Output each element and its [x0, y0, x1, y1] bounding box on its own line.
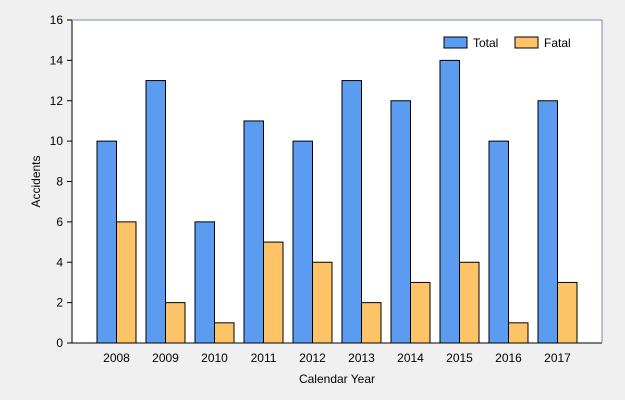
y-axis-title: Accidents [29, 155, 43, 207]
bars-layer [96, 59, 578, 344]
x-tick-label-2014: 2014 [397, 351, 424, 365]
x-tick-label-2016: 2016 [495, 351, 522, 365]
x-tick-label-2008: 2008 [103, 351, 130, 365]
bar-fatal-2014 [410, 281, 431, 344]
bar-fatal-2015 [459, 261, 480, 344]
legend-swatch-fatal [514, 36, 539, 49]
bar-fatal-2017 [557, 281, 578, 344]
bar-fatal-2012 [312, 261, 333, 344]
y-tick-label-16: 16 [50, 13, 64, 27]
axes-layer: 0 2 4 6 8 10 12 14 16 2008 2009 2010 2011 2012 2013 201… [50, 13, 603, 365]
y-tick-label-12: 12 [50, 94, 64, 108]
x-tick-label-2009: 2009 [152, 351, 179, 365]
y-tick-label-14: 14 [50, 53, 64, 67]
x-axis-title: Calendar Year [299, 372, 375, 386]
x-tick-label-2011: 2011 [251, 351, 277, 365]
y-tick-label-0: 0 [56, 336, 63, 350]
legend-label-total: Total [473, 36, 498, 50]
bar-total-2011 [243, 120, 264, 344]
bar-fatal-2016 [508, 322, 529, 344]
bar-total-2014 [390, 100, 411, 344]
bar-fatal-2008 [116, 221, 137, 344]
y-tick-label-4: 4 [56, 255, 63, 269]
y-tick-label-10: 10 [50, 134, 64, 148]
x-tick-label-2010: 2010 [201, 351, 228, 365]
x-tick-label-2012: 2012 [299, 351, 326, 365]
legend-label-fatal: Fatal [544, 36, 571, 50]
y-tick-label-2: 2 [56, 296, 63, 310]
y-tick-label-8: 8 [56, 175, 63, 189]
bar-total-2010 [194, 221, 215, 344]
bar-total-2009 [145, 80, 166, 344]
bar-total-2013 [341, 80, 362, 344]
y-tick-label-6: 6 [56, 215, 63, 229]
bar-total-2008 [96, 140, 117, 344]
x-tick-label-2013: 2013 [348, 351, 375, 365]
bar-total-2015 [439, 59, 460, 344]
bar-fatal-2011 [263, 241, 284, 344]
x-tick-label-2017: 2017 [544, 351, 571, 365]
legend-swatch-total [443, 36, 468, 49]
bar-total-2017 [537, 100, 558, 344]
x-tick-label-2015: 2015 [446, 351, 473, 365]
legend: Total Fatal [443, 36, 571, 50]
bar-total-2016 [488, 140, 509, 344]
bar-total-2012 [292, 140, 313, 344]
bar-fatal-2009 [165, 302, 186, 344]
bar-fatal-2010 [214, 322, 235, 344]
bar-fatal-2013 [361, 302, 382, 344]
